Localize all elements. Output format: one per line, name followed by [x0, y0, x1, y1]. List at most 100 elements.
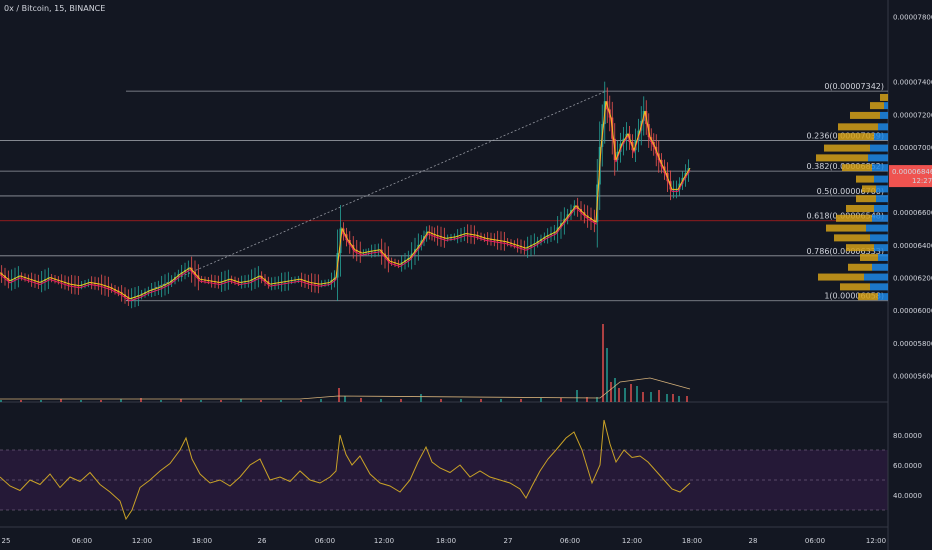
- volume-bar: [20, 400, 22, 402]
- volume-profile-bar: [872, 263, 888, 271]
- volume-bar: [686, 396, 688, 402]
- fib-level-label: 0.786(0.00006333): [807, 247, 885, 256]
- volume-bar: [560, 398, 562, 402]
- volume-bar: [480, 399, 482, 402]
- fib-level-label: 0(0.00007342): [824, 82, 884, 91]
- time-axis-label: 25: [2, 537, 11, 545]
- volume-bar: [614, 378, 616, 402]
- rsi-axis-label: 40.0000: [893, 492, 922, 500]
- price-axis-label: 0.00007800: [893, 13, 932, 21]
- volume-profile-bar: [850, 111, 880, 119]
- fib-level-label: 1(0.00006058): [824, 292, 884, 301]
- volume-profile-bar: [816, 154, 868, 162]
- volume-bar: [100, 400, 102, 402]
- volume-profile-bar: [874, 244, 888, 252]
- time-axis-label: 18:00: [682, 537, 702, 545]
- volume-bar: [240, 399, 242, 402]
- rsi-axis-label: 60.0000: [893, 462, 922, 470]
- volume-profile-bar: [870, 283, 888, 291]
- time-axis-label: 12:00: [374, 537, 394, 545]
- volume-bar: [0, 400, 2, 402]
- trend-line: [125, 90, 607, 302]
- volume-profile-bar: [818, 273, 864, 281]
- volume-profile-bar: [856, 175, 874, 183]
- volume-profile-bar: [874, 204, 888, 212]
- volume-bar: [658, 390, 660, 402]
- volume-bar: [260, 400, 262, 402]
- volume-bar: [380, 399, 382, 402]
- price-axis-label: 0.00006000: [893, 307, 932, 315]
- volume-bar: [160, 400, 162, 402]
- rsi-axis-label: 80.0000: [893, 432, 922, 440]
- volume-bar: [602, 324, 604, 402]
- volume-profile-bar: [846, 244, 874, 252]
- volume-bar: [460, 399, 462, 402]
- volume-bar: [40, 400, 42, 402]
- volume-profile-bar: [878, 293, 888, 301]
- price-axis-label: 0.00006200: [893, 275, 932, 283]
- time-axis-label: 18:00: [192, 537, 212, 545]
- price-axis-label: 0.00007200: [893, 111, 932, 119]
- volume-profile-bar: [846, 204, 874, 212]
- volume-profile-bar: [840, 283, 870, 291]
- volume-bar: [520, 399, 522, 402]
- volume-bar: [180, 399, 182, 402]
- volume-bar: [666, 394, 668, 402]
- volume-profile-bar: [878, 123, 888, 131]
- volume-profile-bar: [870, 234, 888, 242]
- volume-bar: [200, 400, 202, 402]
- volume-profile-bar: [858, 293, 878, 301]
- volume-profile-bar: [826, 224, 866, 232]
- volume-bar: [618, 388, 620, 402]
- volume-bar: [500, 399, 502, 402]
- volume-bar: [280, 400, 282, 402]
- volume-bar: [220, 400, 222, 402]
- time-axis-label: 27: [504, 537, 513, 545]
- volume-bar: [586, 397, 588, 402]
- volume-profile-bar: [848, 263, 872, 271]
- volume-profile-bar: [824, 144, 870, 152]
- price-axis-label: 0.00005800: [893, 340, 932, 348]
- current-price-label: 0.00006846: [892, 168, 932, 176]
- volume-profile-bar: [834, 234, 870, 242]
- price-axis-label: 0.00006400: [893, 242, 932, 250]
- time-axis-label: 06:00: [72, 537, 92, 545]
- volume-bar: [678, 396, 680, 402]
- volume-bar: [440, 399, 442, 402]
- volume-bar: [140, 398, 142, 402]
- volume-profile-bar: [860, 253, 878, 261]
- time-axis-label: 06:00: [805, 537, 825, 545]
- price-axis-label: 0.00007000: [893, 144, 932, 152]
- volume-bar: [400, 399, 402, 402]
- volume-bar: [636, 386, 638, 402]
- volume-profile-bar: [884, 102, 888, 110]
- time-axis-label: 12:00: [132, 537, 152, 545]
- volume-profile-bar: [872, 164, 888, 172]
- volume-bar: [672, 394, 674, 402]
- time-axis-label: 12:00: [622, 537, 642, 545]
- volume-profile-bar: [880, 111, 888, 119]
- volume-bar: [338, 388, 340, 402]
- volume-bar: [610, 382, 612, 402]
- volume-bar: [596, 397, 598, 402]
- volume-profile-bar: [880, 93, 888, 101]
- volume-profile-bar: [838, 133, 874, 141]
- volume-bar: [630, 384, 632, 402]
- volume-profile-bar: [876, 195, 888, 203]
- current-price-tag: [889, 165, 932, 188]
- volume-profile-bar: [876, 185, 888, 193]
- time-axis-label: 06:00: [560, 537, 580, 545]
- volume-bar: [120, 399, 122, 402]
- volume-bar: [320, 399, 322, 402]
- volume-bar: [650, 392, 652, 402]
- volume-bar: [420, 394, 422, 402]
- volume-profile-bar: [864, 273, 888, 281]
- chart-title: 0x / Bitcoin, 15, BINANCE: [4, 4, 106, 13]
- volume-profile-bar: [866, 224, 888, 232]
- countdown-label: 12:27: [912, 177, 932, 185]
- volume-bar: [540, 398, 542, 402]
- time-axis-label: 06:00: [315, 537, 335, 545]
- volume-profile-bar: [842, 164, 872, 172]
- volume-bar: [624, 388, 626, 402]
